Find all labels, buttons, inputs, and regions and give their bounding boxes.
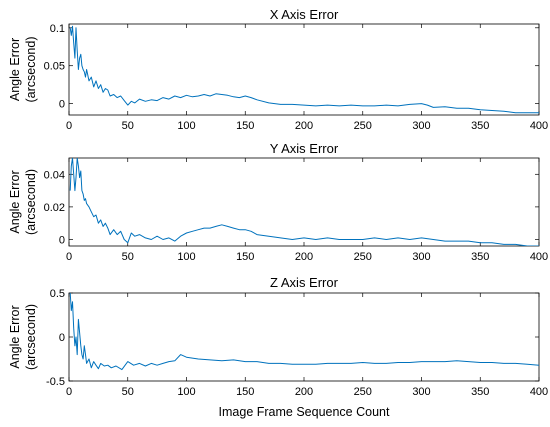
y-tick-label: -0.5	[46, 376, 65, 388]
y-axis-label-unit: (arcsecond)	[24, 169, 38, 235]
x-tick-label: 150	[236, 251, 254, 263]
x-tick-label: 200	[295, 386, 313, 398]
x-tick-label: 350	[471, 386, 489, 398]
panel-title: X Axis Error	[270, 7, 339, 22]
x-tick-label: 300	[412, 120, 430, 132]
x-tick-label: 250	[354, 386, 372, 398]
series	[69, 25, 539, 114]
x-tick-label: 100	[177, 120, 195, 132]
y-tick-label: 0	[59, 332, 65, 344]
x-tick-label: 50	[122, 251, 134, 263]
y-tick-label: 0.5	[50, 288, 65, 300]
ticks: 0 50 100 150 200 250 300 350 400 0 0.02 0.04	[44, 158, 548, 263]
series	[69, 293, 539, 371]
x-tick-label: 300	[412, 251, 430, 263]
plot-area	[68, 23, 540, 116]
y-axis-error-panel: Y Axis Error Angle Error (arcsecond) 0 50…	[8, 141, 548, 263]
x-tick-label: 200	[295, 120, 313, 132]
y-axis-label: Angle Error	[8, 38, 22, 101]
x-tick-label: 350	[471, 251, 489, 263]
x-tick-label: 100	[177, 251, 195, 263]
x-axis-error-panel: X Axis Error Angle Error (arcsecond) 0 50…	[8, 7, 548, 132]
error-series-line	[69, 293, 539, 371]
x-tick-label: 150	[236, 120, 254, 132]
plot-area	[68, 157, 540, 247]
y-axis-label: Angle Error	[8, 170, 22, 233]
series	[69, 158, 539, 246]
x-tick-label: 50	[122, 120, 134, 132]
x-tick-label: 50	[122, 386, 134, 398]
x-tick-label: 0	[66, 386, 72, 398]
x-tick-label: 250	[354, 120, 372, 132]
panel-title: Z Axis Error	[270, 275, 339, 290]
ticks: 0 50 100 150 200 250 300 350 400-0.500.5	[46, 288, 548, 398]
x-tick-label: 350	[471, 120, 489, 132]
panel-title: Y Axis Error	[270, 141, 339, 156]
y-axis-label-unit: (arcsecond)	[24, 37, 38, 103]
x-tick-label: 100	[177, 386, 195, 398]
x-tick-label: 300	[412, 386, 430, 398]
y-tick-label: 0.04	[44, 169, 65, 181]
y-axis-label: Angle Error	[8, 305, 22, 368]
x-tick-label: 400	[530, 251, 548, 263]
x-tick-label: 0	[66, 251, 72, 263]
y-tick-label: 0	[59, 99, 65, 111]
x-axis-label: Image Frame Sequence Count	[219, 405, 390, 419]
y-tick-label: 0.02	[44, 202, 65, 214]
x-tick-label: 400	[530, 386, 548, 398]
x-tick-label: 200	[295, 251, 313, 263]
y-tick-label: 0.05	[44, 61, 65, 73]
y-tick-label: 0	[59, 234, 65, 246]
ticks: 0 50 100 150 200 250 300 350 400 0 0.05 0.1	[44, 23, 549, 132]
error-series-line	[69, 25, 539, 114]
x-tick-label: 150	[236, 386, 254, 398]
x-tick-label: 250	[354, 251, 372, 263]
error-series-line	[69, 158, 539, 246]
z-axis-error-panel: Z Axis Error Angle Error (arcsecond) 0 50…	[8, 275, 548, 419]
x-tick-label: 400	[530, 120, 548, 132]
plot-area	[68, 292, 540, 382]
x-tick-label: 0	[66, 120, 72, 132]
y-axis-label-unit: (arcsecond)	[24, 304, 38, 370]
y-tick-label: 0.1	[50, 23, 65, 35]
